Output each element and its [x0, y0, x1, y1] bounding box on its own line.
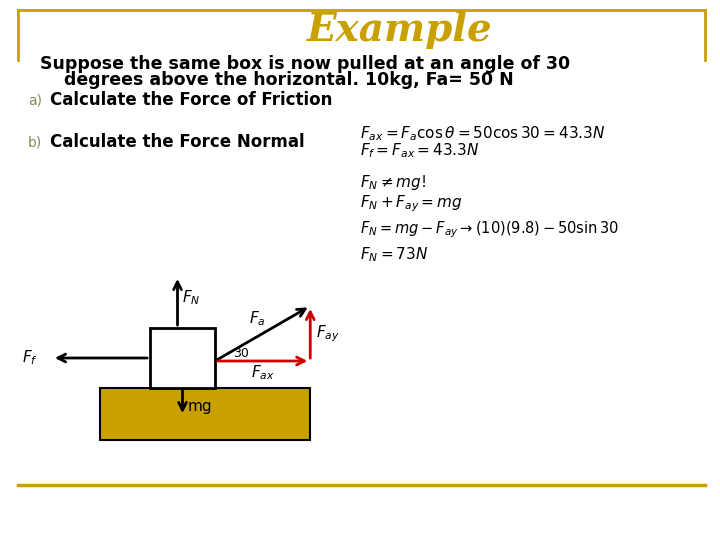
Text: $F_{ax}$: $F_{ax}$	[251, 363, 274, 382]
Text: $F_{ax} = F_a \cos\theta = 50\cos 30 = 43.3N$: $F_{ax} = F_a \cos\theta = 50\cos 30 = 4…	[360, 125, 606, 143]
Text: $F_N = 73N$: $F_N = 73N$	[360, 246, 428, 265]
Bar	[150, 328, 215, 388]
Bar	[100, 388, 310, 440]
Text: $F_N \neq mg!$: $F_N \neq mg!$	[360, 172, 426, 192]
Text: $F_N = mg - F_{ay} \rightarrow (10)(9.8) - 50\sin 30$: $F_N = mg - F_{ay} \rightarrow (10)(9.8)…	[360, 220, 619, 240]
Text: b): b)	[28, 135, 42, 149]
Text: $F_N$: $F_N$	[181, 289, 200, 307]
Text: 30: 30	[233, 347, 249, 360]
Text: $F_a$: $F_a$	[249, 309, 266, 328]
Text: mg: mg	[187, 399, 212, 414]
Text: $F_f = F_{ax} = 43.3N$: $F_f = F_{ax} = 43.3N$	[360, 141, 480, 160]
Text: Example: Example	[307, 11, 493, 49]
Text: a): a)	[28, 93, 42, 107]
Text: $F_{ay}$: $F_{ay}$	[316, 323, 340, 344]
Text: degrees above the horizontal. 10kg, Fa= 50 N: degrees above the horizontal. 10kg, Fa= …	[40, 71, 514, 89]
Text: Calculate the Force of Friction: Calculate the Force of Friction	[50, 91, 333, 109]
Text: $F_N + F_{ay} = mg$: $F_N + F_{ay} = mg$	[360, 194, 463, 214]
Text: $F_f$: $F_f$	[22, 349, 38, 367]
Text: Calculate the Force Normal: Calculate the Force Normal	[50, 133, 305, 151]
Text: Suppose the same box is now pulled at an angle of 30: Suppose the same box is now pulled at an…	[40, 55, 570, 73]
